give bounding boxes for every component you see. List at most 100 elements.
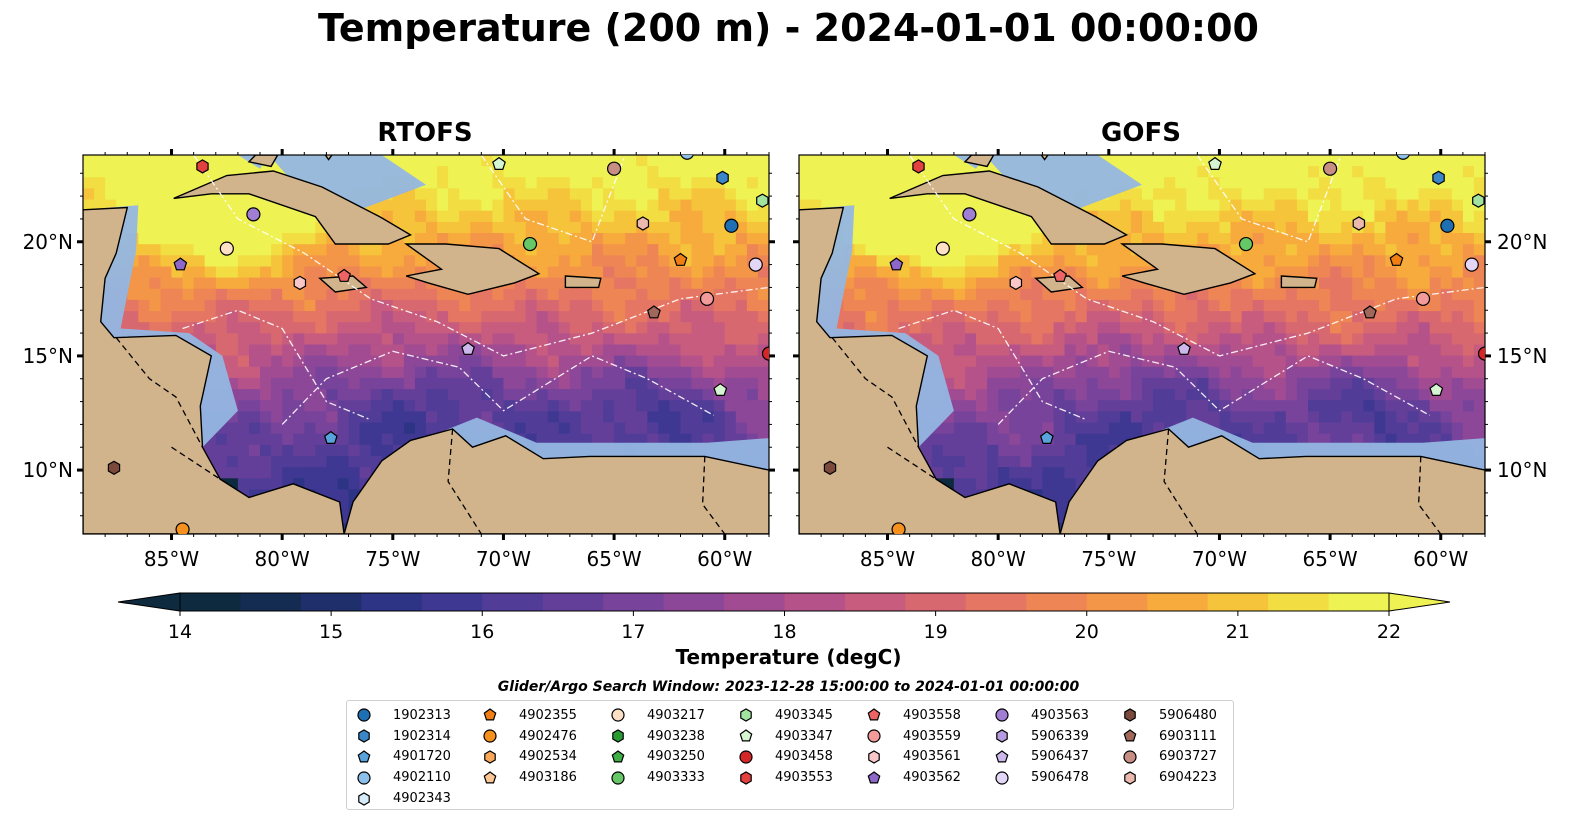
pentagon-marker-icon (995, 750, 1009, 763)
x-tick-label: 80°W (971, 547, 1026, 571)
float-marker-5906437 (461, 341, 475, 355)
pentagon-marker-icon (357, 750, 371, 763)
legend-item-6903727: 6903727 (1121, 747, 1217, 768)
legend-label: 4903562 (903, 770, 961, 786)
circle-marker-icon (483, 729, 497, 743)
legend-label: 4903217 (647, 707, 705, 723)
circle-marker-icon (995, 708, 1009, 722)
y-tick-label: 15°N (23, 344, 73, 368)
y-tick-label: 20°N (23, 230, 73, 254)
float-marker-4902476 (891, 522, 906, 534)
hexagon-marker-icon (1124, 708, 1136, 723)
float-marker-4902355 (673, 252, 688, 266)
legend-label: 4903186 (519, 770, 577, 786)
float-marker-4902110 (680, 155, 694, 160)
circle-marker-icon (1123, 750, 1137, 764)
float-marker-4903345 (1472, 193, 1485, 208)
legend-item-4903559: 4903559 (865, 726, 961, 747)
legend-item-4903186: 4903186 (481, 767, 577, 788)
float-marker-5906478 (1464, 257, 1479, 272)
colorbar-tick-label: 16 (470, 621, 494, 643)
pentagon-marker-icon (483, 708, 497, 721)
hexagon-marker-icon (358, 729, 370, 743)
legend-item-4903561: 4903561 (865, 747, 961, 768)
legend-item-4903563: 4903563 (993, 705, 1089, 726)
legend-label: 4903347 (775, 728, 833, 744)
float-marker-4903561 (1009, 275, 1023, 291)
float-marker-4903561 (293, 275, 307, 291)
legend-item-1902314: 1902314 (355, 726, 451, 747)
legend-item-4903333: 4903333 (609, 767, 705, 788)
legend-label: 4902343 (393, 791, 451, 807)
pentagon-marker-icon (611, 750, 625, 763)
colorbar-tick-label: 22 (1377, 621, 1401, 643)
circle-marker-icon (611, 708, 625, 722)
x-tick-label: 65°W (586, 547, 641, 571)
colorbar-label: Temperature (degC) (675, 645, 902, 669)
float-marker-4903559 (1415, 291, 1431, 306)
legend-label: 4903563 (1031, 707, 1089, 723)
float-marker-6903111 (1362, 305, 1377, 319)
circle-marker-icon (483, 729, 497, 743)
legend-item-4903217: 4903217 (609, 705, 705, 726)
float-marker-5906480 (107, 460, 121, 475)
pentagon-marker-icon (867, 708, 881, 721)
float-marker-6903111 (646, 305, 661, 319)
pentagon-marker-icon (357, 750, 371, 763)
hexagon-marker-icon (358, 791, 370, 806)
legend-title: Glider/Argo Search Window: 2023-12-28 15… (497, 679, 1080, 695)
float-marker-6904223 (636, 216, 650, 231)
circle-marker-icon (611, 708, 625, 722)
pentagon-marker-icon (483, 771, 497, 784)
circle-marker-icon (995, 771, 1009, 785)
legend-item-6904223: 6904223 (1121, 767, 1217, 788)
legend-label: 4901720 (393, 749, 451, 765)
float-marker-4901720 (1039, 430, 1054, 444)
pentagon-marker-icon (867, 771, 881, 784)
legend-label: 4902534 (519, 749, 577, 765)
circle-marker-icon (739, 750, 753, 764)
legend-label: 4903559 (903, 728, 961, 744)
circle-marker-icon (357, 771, 371, 785)
legend-item-4901720: 4901720 (355, 747, 451, 768)
legend-column: 4903217 4903238 4903250 4903333 (609, 705, 705, 788)
legend-label: 4903458 (775, 749, 833, 765)
colorbar: 14 15 16 17 18 19 20 21 22 (117, 592, 1451, 643)
float-marker-4902476 (175, 522, 190, 534)
colorbar-tick-label: 17 (621, 621, 645, 643)
legend-label: 4903561 (903, 749, 961, 765)
x-tick-label: 75°W (1081, 547, 1136, 571)
legend-column: 1902313 1902314 4901720 4902110 4902343 (355, 705, 451, 809)
legend-label: 5906480 (1159, 707, 1217, 723)
legend-label: 1902314 (393, 728, 451, 744)
float-marker-6903727 (606, 161, 622, 176)
pentagon-marker-icon (483, 771, 497, 784)
legend-column: 4903345 4903347 4903458 4903553 (737, 705, 833, 788)
legend-column: 5906480 6903111 6903727 6904223 (1121, 705, 1217, 788)
float-marker-4903553 (196, 159, 209, 174)
float-marker-1902314 (1432, 170, 1445, 185)
float-marker-4903553 (912, 159, 925, 174)
legend-item-4903250: 4903250 (609, 747, 705, 768)
colorbar-tick-label: 18 (772, 621, 796, 643)
legend-column: 4902355 4902476 4902534 4903186 (481, 705, 577, 788)
hexagon-marker-icon (358, 729, 370, 743)
x-tick-label: 85°W (860, 547, 915, 571)
colorbar-tick-label: 15 (319, 621, 343, 643)
legend-item-4902343: 4902343 (355, 788, 451, 809)
x-tick-label: 60°W (1413, 547, 1468, 571)
legend-item-4903553: 4903553 (737, 767, 833, 788)
legend-label: 5906339 (1031, 728, 1089, 744)
legend-item-4902476: 4902476 (481, 726, 577, 747)
hexagon-marker-icon (612, 729, 624, 743)
x-tick-label: 80°W (255, 547, 310, 571)
legend-label: 4903345 (775, 707, 833, 723)
float-marker-4901720 (323, 430, 338, 444)
legend-item-4903562: 4903562 (865, 767, 961, 788)
hexagon-marker-icon (740, 771, 752, 785)
float-marker-4903559 (699, 291, 715, 306)
float-marker-5906478 (748, 257, 763, 272)
float-marker-4903562 (889, 257, 904, 271)
pentagon-marker-icon (739, 729, 753, 742)
